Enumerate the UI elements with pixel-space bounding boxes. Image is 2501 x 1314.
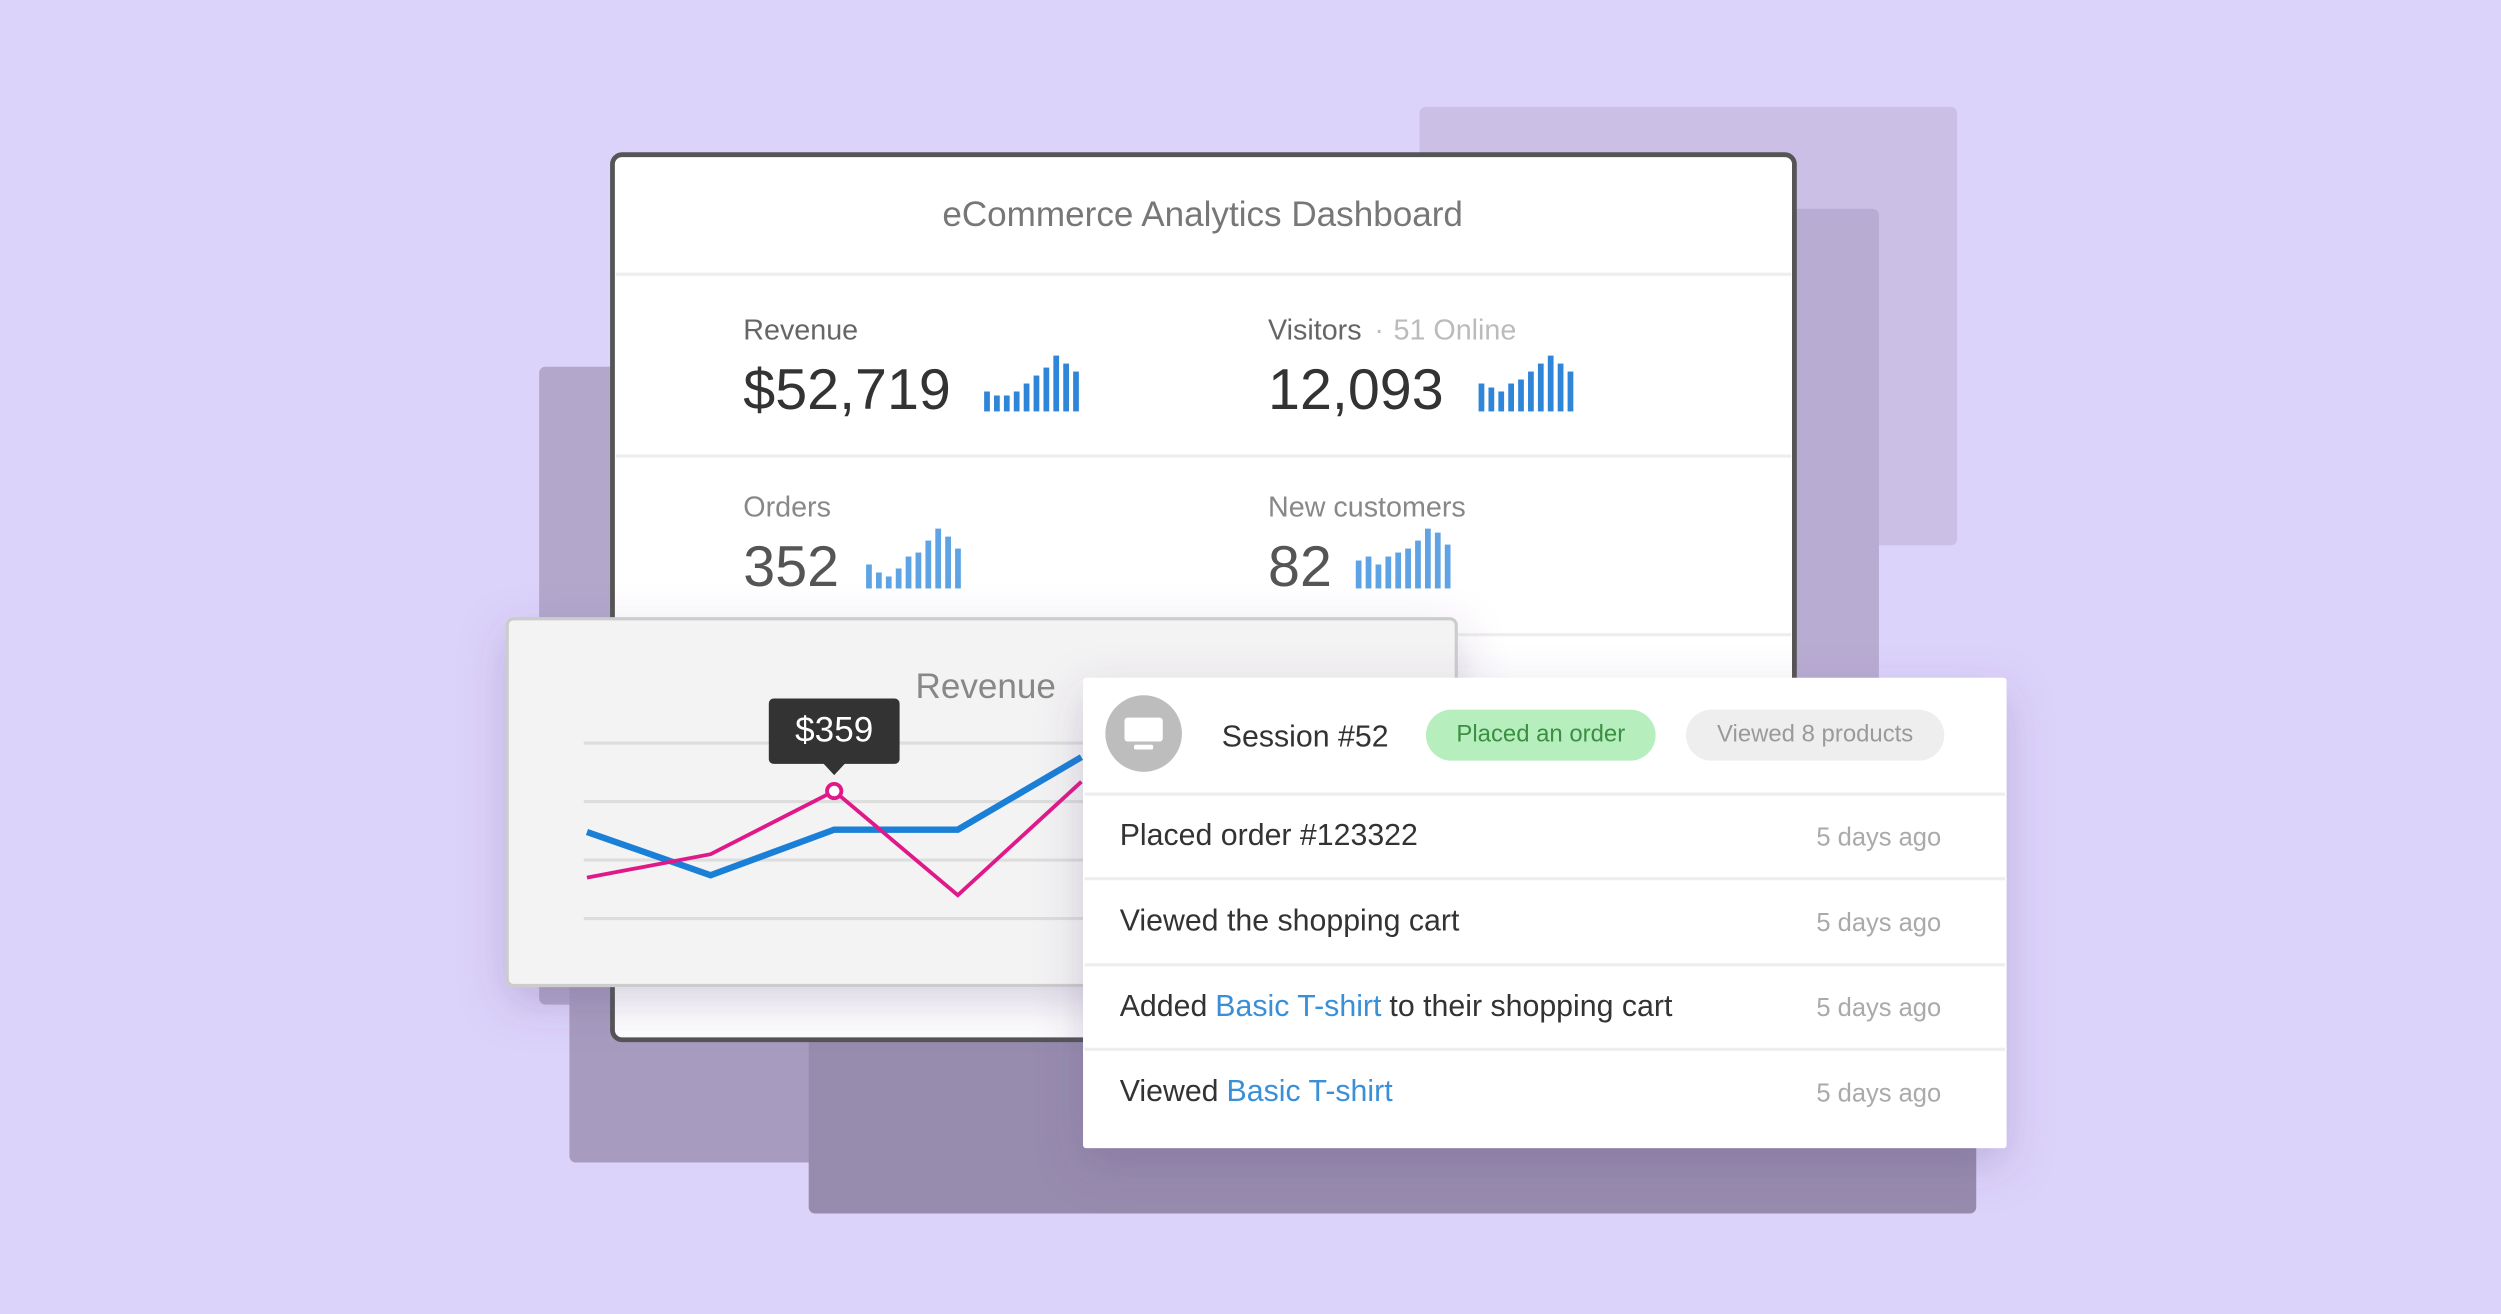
sparkline-bar xyxy=(1033,375,1040,412)
monitor-stand xyxy=(1134,744,1154,750)
chart-title: Revenue xyxy=(916,667,1056,706)
event-text: Viewed the shopping cart xyxy=(1120,905,1460,938)
tooltip xyxy=(768,698,900,764)
sparkline-bar xyxy=(905,556,912,589)
sparkline-bar xyxy=(984,391,990,412)
tag xyxy=(1425,709,1656,761)
sparkline-bar xyxy=(925,540,932,589)
sparkline-bar xyxy=(1415,540,1421,589)
sparkline-bar xyxy=(1547,355,1554,412)
sparkline-bar xyxy=(915,552,922,589)
tooltip-label: $359 xyxy=(795,710,873,749)
event-part: Added xyxy=(1120,990,1208,1023)
event-text: Placed order #123322 xyxy=(1120,819,1418,852)
sparkline-bar xyxy=(1537,363,1544,412)
event-time: 5 days ago xyxy=(1816,909,1941,937)
session-title: Session #52 xyxy=(1222,720,1389,753)
event-time: 5 days ago xyxy=(1816,994,1941,1022)
sparkline-bar xyxy=(1043,367,1050,412)
metric-value: $52,719 xyxy=(743,358,951,422)
metric-label: Revenue xyxy=(743,314,858,346)
event-part: Viewed the shopping cart xyxy=(1120,905,1460,938)
sparkline-bar xyxy=(875,572,882,589)
sparkline-bar xyxy=(1508,383,1514,412)
session-card: Session #52 Placed an order Viewed 8 prod… xyxy=(1083,677,2007,1149)
event-link: Basic T-shirt xyxy=(1215,990,1382,1023)
metric-value: 82 xyxy=(1268,535,1332,599)
tag-label: Placed an order xyxy=(1456,720,1625,747)
sparkline-bar xyxy=(994,395,1000,412)
sparkline-bar xyxy=(1567,371,1574,412)
sparkline-bar xyxy=(866,564,872,589)
sparkline-bar xyxy=(1023,383,1030,412)
sparkline-bar xyxy=(945,536,951,589)
sparkline-bar xyxy=(1355,560,1362,589)
monitor-icon xyxy=(1124,717,1163,742)
sparkline-bar xyxy=(895,568,902,589)
event-link: Basic T-shirt xyxy=(1227,1075,1394,1108)
sparkline-bar xyxy=(955,548,961,589)
metric-label: New customers xyxy=(1268,491,1466,523)
sparkline-bar xyxy=(885,576,892,589)
tooltip-pointer xyxy=(823,763,846,776)
sparkline-bar xyxy=(1375,564,1382,589)
sparkline-bar xyxy=(1395,552,1402,589)
event-part: to their shopping cart xyxy=(1389,990,1673,1023)
highlight-point xyxy=(825,781,844,801)
sparkline-bar xyxy=(1424,528,1431,589)
event-time: 5 days ago xyxy=(1816,1079,1941,1107)
metric-label: Orders xyxy=(743,491,831,523)
metric-value: 352 xyxy=(743,535,839,599)
event-part: Placed order #123322 xyxy=(1120,819,1418,852)
sparkline-bar xyxy=(1053,355,1060,412)
sparkline-bar xyxy=(1518,379,1524,412)
metric-value: 12,093 xyxy=(1268,358,1444,422)
sparkline-bar xyxy=(1365,556,1372,589)
sparkline-bar xyxy=(1498,391,1505,412)
sparkline-bar xyxy=(1073,371,1079,412)
sparkline-bar xyxy=(1063,363,1069,412)
event-time: 5 days ago xyxy=(1816,824,1941,852)
tag xyxy=(1685,709,1945,761)
sparkline-bar xyxy=(1003,395,1010,412)
sparkline-bar xyxy=(1405,548,1411,589)
sparkline-bar xyxy=(1444,544,1451,589)
sparkline-bar xyxy=(1478,383,1485,412)
event-part: Viewed xyxy=(1120,1075,1219,1108)
tag-label: Viewed 8 products xyxy=(1717,720,1913,747)
sparkline-bar xyxy=(1434,532,1441,589)
event-text: Added Basic T-shirt to their shopping cart xyxy=(1120,990,1673,1023)
sparkline-bar xyxy=(1557,363,1564,412)
sparkline-bar xyxy=(1013,391,1020,412)
sparkline-bar xyxy=(1385,556,1392,589)
dashboard-title: eCommerce Analytics Dashboard xyxy=(942,195,1463,234)
metric-note: 51 Online xyxy=(1393,314,1516,346)
separator: · xyxy=(1374,314,1384,346)
sparkline-bar xyxy=(1528,371,1534,412)
sparkline-bar xyxy=(1488,387,1495,412)
event-text: Viewed Basic T-shirt xyxy=(1120,1075,1394,1108)
metric-label: Visitors xyxy=(1268,314,1362,346)
sparkline-bar xyxy=(935,528,942,589)
